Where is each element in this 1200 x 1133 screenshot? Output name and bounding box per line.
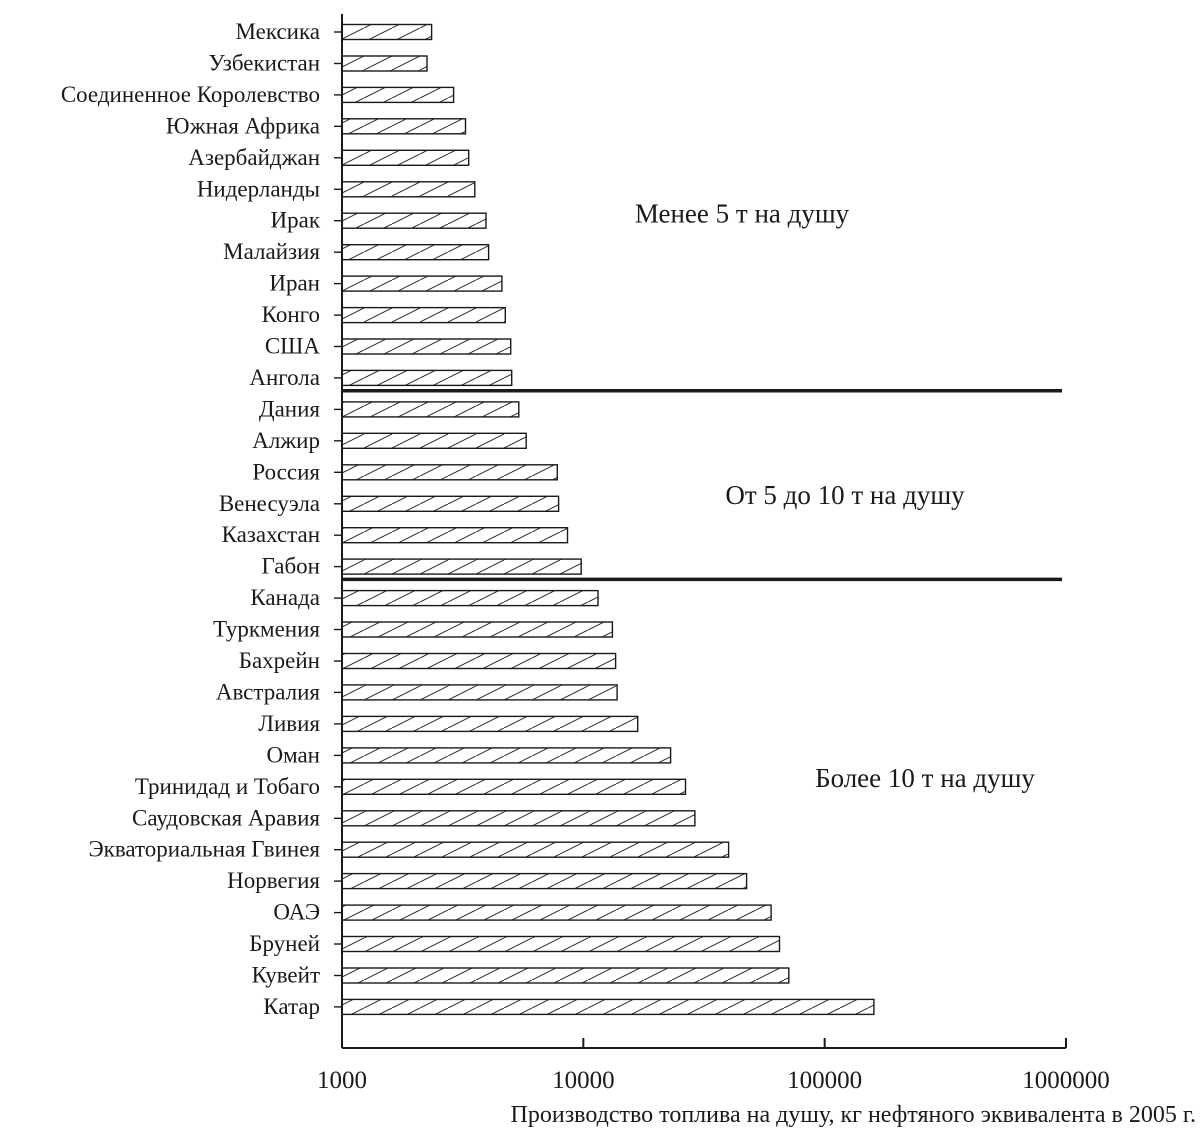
category-label: Саудовская Аравия: [132, 805, 320, 830]
bar: [341, 149, 470, 167]
bar: [341, 243, 490, 261]
group-annotation: Менее 5 т на душу: [635, 199, 850, 229]
bar: [341, 684, 618, 701]
x-tick-label: 100000: [787, 1067, 862, 1094]
group-annotation: От 5 до 10 т на душу: [725, 480, 965, 510]
bar: [341, 181, 476, 198]
category-label: Дания: [259, 396, 321, 421]
group-separators: [342, 388, 1062, 582]
bar: [341, 464, 559, 481]
bar: [341, 778, 687, 795]
category-label: Ангола: [249, 365, 320, 390]
bar: [341, 589, 599, 607]
bar: [341, 369, 513, 387]
category-label: Тринидад и Тобаго: [135, 774, 320, 799]
category-label: Кувейт: [252, 963, 320, 988]
bar: [341, 306, 507, 324]
bar: [341, 810, 696, 827]
bar: [341, 432, 527, 449]
x-axis-title: Производство топлива на душу, кг нефтяно…: [511, 1102, 1196, 1128]
x-tick-label: 10000: [552, 1067, 615, 1094]
bar: [341, 558, 582, 575]
category-label: Узбекистан: [209, 51, 321, 76]
category-label: Оман: [266, 742, 320, 767]
category-label: Конго: [262, 302, 320, 327]
category-label: Туркмения: [213, 617, 320, 642]
bar: [341, 401, 520, 418]
bar: [341, 621, 614, 638]
bar: [341, 275, 503, 292]
bar: [341, 118, 467, 135]
category-labels: Мексика Узбекистан Соединенное Королевство…: [61, 19, 321, 1019]
category-label: Венесуэла: [219, 491, 320, 516]
category-label: Азербайджан: [188, 145, 320, 170]
group-annotation: Более 10 т на душу: [815, 763, 1035, 793]
category-label: Норвегия: [227, 868, 320, 893]
bar: [341, 86, 455, 104]
category-label: США: [265, 334, 321, 359]
bar: [341, 841, 730, 858]
bar: [341, 23, 433, 41]
bar: [341, 55, 428, 72]
category-label: Соединенное Королевство: [61, 82, 320, 107]
category-label: Нидерланды: [197, 176, 320, 201]
bar: [341, 715, 639, 733]
category-label: Ливия: [258, 711, 320, 736]
category-label: Экваториальная Гвинея: [89, 837, 321, 862]
x-axis: 1000 10000 100000 1000000: [317, 14, 1110, 1094]
category-label: Малайзия: [223, 239, 320, 264]
x-tick-label: 1000: [317, 1067, 367, 1094]
category-label: Ирак: [271, 208, 321, 233]
bar: [341, 652, 617, 670]
category-label: Алжир: [252, 428, 320, 453]
bar: [341, 904, 772, 921]
category-label: ОАЭ: [273, 900, 320, 925]
bar: [341, 495, 560, 512]
category-label: Катар: [263, 994, 320, 1019]
bar: [341, 872, 748, 890]
bar: [341, 212, 487, 229]
category-label: Южная Африка: [166, 113, 320, 138]
bar: [341, 998, 875, 1016]
category-label: Бахрейн: [239, 648, 320, 673]
bar: [341, 935, 781, 953]
category-label: Казахстан: [222, 522, 320, 547]
category-label: Россия: [252, 459, 320, 484]
bar: [341, 747, 672, 764]
category-label: Канада: [250, 585, 320, 610]
bars-layer: [341, 23, 875, 1016]
bar: [341, 967, 790, 984]
category-label: Габон: [262, 554, 320, 579]
category-label: Австралия: [216, 679, 321, 704]
bar: [341, 527, 569, 544]
group-annotations: Менее 5 т на душу От 5 до 10 т на душу Бол…: [635, 199, 1036, 793]
category-label: Мексика: [235, 19, 320, 44]
x-tick-label: 1000000: [1022, 1067, 1110, 1094]
category-label: Бруней: [249, 931, 320, 956]
category-label: Иран: [269, 271, 320, 296]
bar: [341, 338, 512, 355]
